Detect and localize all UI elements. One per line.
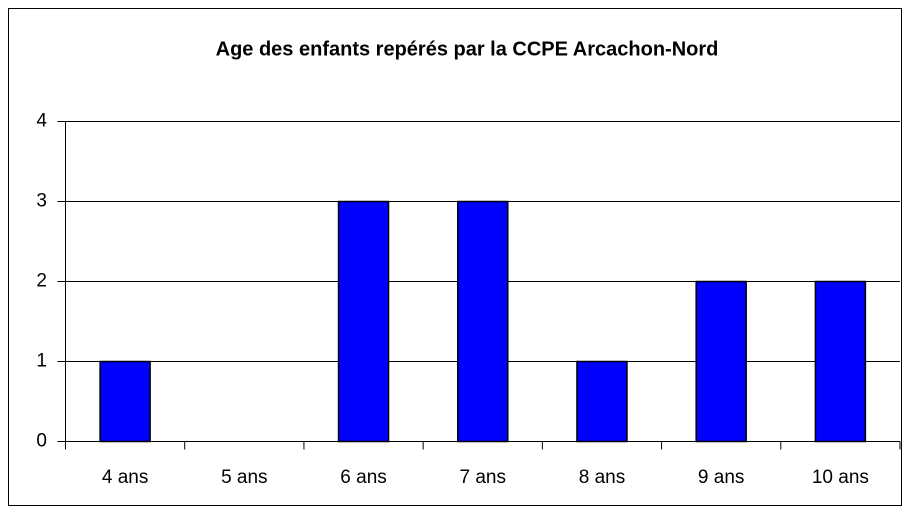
chart-title: Age des enfants repérés par la CCPE Arca… — [216, 38, 719, 60]
bar — [99, 360, 151, 443]
bar — [814, 280, 867, 443]
bar — [695, 280, 747, 443]
y-tick-label: 0 — [36, 431, 47, 452]
y-tick-label: 1 — [36, 351, 47, 372]
bar — [576, 360, 628, 443]
chart-border — [8, 8, 902, 506]
x-tick-label: 7 ans — [460, 467, 506, 488]
bar — [337, 200, 390, 443]
x-tick-label: 9 ans — [698, 467, 744, 488]
x-tick-label: 4 ans — [102, 467, 148, 488]
x-tick-label: 6 ans — [340, 467, 386, 488]
y-tick-label: 2 — [36, 271, 47, 292]
x-tick-label: 8 ans — [579, 467, 625, 488]
bar — [457, 200, 509, 443]
x-tick-label: 10 ans — [812, 467, 869, 488]
y-tick-label: 3 — [36, 191, 47, 212]
y-tick-label: 4 — [36, 111, 47, 132]
x-tick-label: 5 ans — [221, 467, 267, 488]
